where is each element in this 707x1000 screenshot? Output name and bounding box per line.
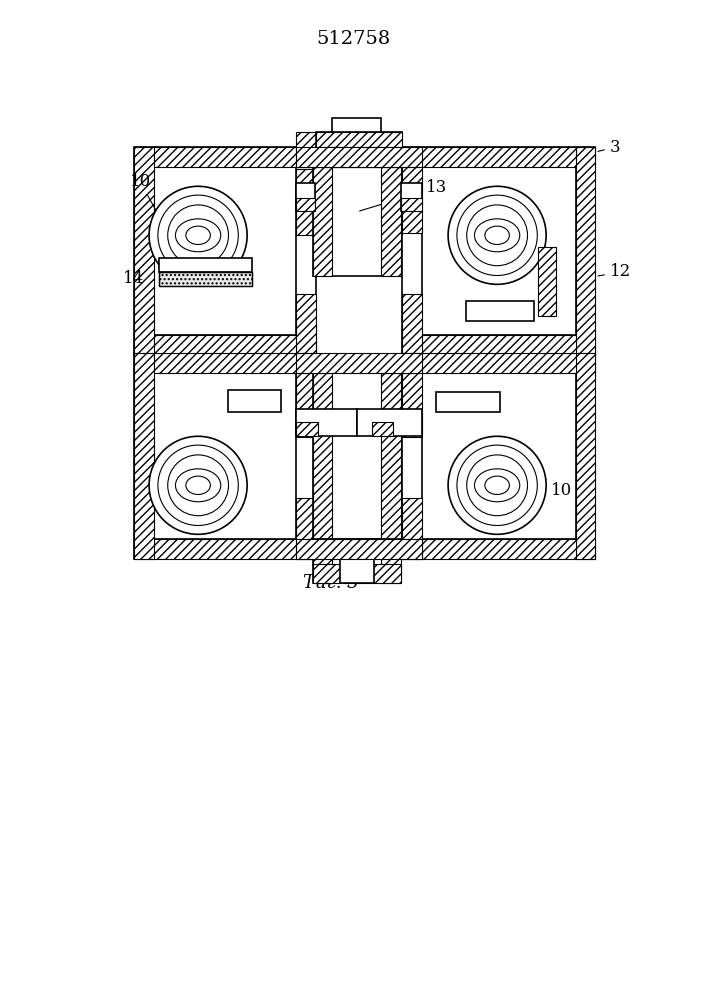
Bar	[421, 167, 575, 335]
Ellipse shape	[485, 226, 509, 244]
Text: 10: 10	[529, 467, 572, 499]
Bar	[296, 132, 401, 167]
Bar	[312, 147, 401, 167]
Bar	[134, 335, 316, 355]
Bar	[382, 373, 401, 539]
Bar	[312, 539, 332, 583]
Bar	[296, 539, 421, 559]
Bar	[296, 183, 315, 211]
Bar	[154, 167, 296, 335]
Text: 12: 12	[598, 263, 631, 280]
Bar	[421, 373, 575, 539]
Bar	[316, 132, 402, 147]
Bar	[402, 373, 421, 437]
Bar	[402, 147, 595, 355]
Bar	[382, 167, 401, 276]
Text: 13: 13	[360, 179, 447, 211]
Bar	[312, 373, 332, 539]
Bar	[312, 373, 401, 539]
Bar	[538, 247, 556, 316]
Circle shape	[448, 436, 546, 534]
Bar	[401, 198, 421, 211]
Bar	[402, 498, 421, 559]
Bar	[466, 301, 534, 321]
Bar	[296, 422, 317, 436]
Bar	[296, 353, 421, 373]
Bar	[575, 147, 595, 355]
Ellipse shape	[175, 469, 221, 502]
Text: Τиг. 3: Τиг. 3	[303, 574, 358, 592]
Bar	[134, 353, 154, 559]
Bar	[296, 198, 315, 211]
Bar	[134, 147, 316, 167]
Bar	[316, 132, 402, 147]
Bar	[134, 539, 316, 559]
Ellipse shape	[474, 219, 520, 252]
Text: 14: 14	[123, 270, 144, 287]
Bar	[436, 392, 500, 412]
Circle shape	[158, 445, 238, 525]
Bar	[228, 390, 281, 412]
Bar	[402, 539, 595, 559]
Bar	[312, 167, 401, 276]
Bar	[402, 335, 595, 355]
Text: 10: 10	[129, 173, 158, 213]
Bar	[312, 539, 401, 583]
Circle shape	[448, 186, 546, 284]
Bar	[134, 353, 316, 373]
Circle shape	[457, 195, 537, 275]
Bar	[134, 147, 316, 355]
Ellipse shape	[186, 476, 211, 494]
Bar	[159, 258, 252, 272]
Bar	[312, 167, 332, 276]
Bar	[296, 409, 357, 436]
Bar	[296, 498, 316, 559]
Ellipse shape	[186, 226, 211, 244]
Circle shape	[158, 195, 238, 275]
Bar	[357, 409, 421, 436]
Bar	[134, 147, 154, 355]
Bar	[402, 353, 595, 373]
Circle shape	[467, 205, 527, 266]
Circle shape	[457, 445, 537, 525]
Bar	[382, 539, 401, 583]
Bar	[159, 272, 252, 286]
Bar	[159, 272, 252, 286]
Circle shape	[149, 186, 247, 284]
Bar	[402, 353, 595, 559]
Circle shape	[168, 205, 228, 266]
Text: 512758: 512758	[316, 30, 390, 48]
Bar	[402, 167, 421, 233]
Bar	[575, 353, 595, 559]
Bar	[154, 373, 296, 539]
Bar	[401, 183, 421, 211]
Bar	[402, 147, 595, 167]
Ellipse shape	[474, 469, 520, 502]
Bar	[296, 147, 421, 167]
Bar	[312, 564, 401, 583]
Circle shape	[168, 455, 228, 516]
Bar	[372, 422, 393, 436]
Circle shape	[149, 436, 247, 534]
Bar	[296, 373, 316, 437]
Bar	[134, 353, 316, 559]
Ellipse shape	[485, 476, 509, 494]
Circle shape	[467, 455, 527, 516]
Bar	[296, 169, 316, 235]
Bar	[402, 294, 421, 355]
Bar	[296, 294, 316, 355]
Bar	[340, 554, 373, 583]
Ellipse shape	[175, 219, 221, 252]
Bar	[332, 118, 382, 147]
Text: 3: 3	[598, 139, 621, 156]
